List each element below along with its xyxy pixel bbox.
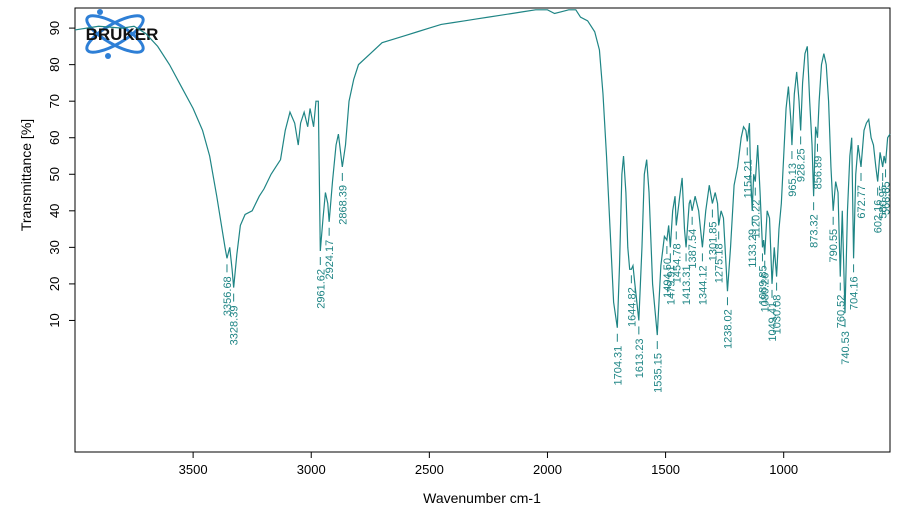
plot-frame — [74, 7, 891, 453]
peak-label: 1479.91 — [665, 265, 677, 305]
peak-label: 2924.17 — [324, 240, 336, 280]
peak-label: 1454.78 — [671, 243, 683, 283]
peak-label: 1613.23 — [634, 338, 646, 378]
logo-orbit — [85, 14, 145, 54]
y-tick-label: 80 — [47, 57, 62, 71]
peak-label: 1049.41 — [767, 302, 779, 342]
peak-label: 2868.39 — [337, 185, 349, 225]
peak-label: 790.55 — [828, 229, 840, 263]
x-tick-label: 2500 — [415, 462, 444, 477]
logo-dot — [105, 53, 111, 59]
peak-label: 1344.12 — [697, 265, 709, 305]
y-tick-label: 50 — [47, 167, 62, 181]
peak-label: 1080.26 — [760, 273, 772, 313]
peak-label: 1030.08 — [772, 295, 784, 335]
peak-label: 873.32 — [809, 214, 821, 248]
peak-label: 2961.62 — [315, 269, 327, 309]
peak-label: 704.16 — [849, 276, 861, 310]
spectrum — [74, 9, 891, 336]
x-axis-label: Wavenumber cm-1 — [423, 490, 541, 506]
logo-dot — [97, 9, 103, 15]
x-tick-label: 1000 — [769, 462, 798, 477]
peak-label: 1494.50 — [662, 258, 674, 298]
y-tick-label: 70 — [47, 94, 62, 108]
x-tick-label: 2000 — [533, 462, 562, 477]
peak-label: 1089.85 — [757, 265, 769, 305]
peak-label: 602.16 — [873, 200, 885, 234]
x-tick-label: 3000 — [297, 462, 326, 477]
peak-label: 3328.39 — [229, 306, 241, 346]
y-tick-label: 60 — [47, 130, 62, 144]
peak-label: 568.85 — [881, 181, 893, 215]
peak-label: 1644.82 — [626, 287, 638, 327]
peak-label: 856.89 — [813, 156, 825, 190]
peak-label: 740.53 — [840, 331, 852, 365]
y-tick-label: 20 — [47, 277, 62, 291]
y-tick-label: 10 — [47, 313, 62, 327]
peak-label: 928.25 — [796, 148, 808, 182]
peak-label: 1387.54 — [687, 229, 699, 269]
peak-label: 965.13 — [787, 163, 799, 197]
y-axis-label: Transmittance [%] — [18, 119, 34, 231]
peak-label: 760.52 — [835, 295, 847, 329]
peak-label: 1120.22 — [750, 200, 762, 239]
peak-label: 1301.85 — [707, 222, 719, 262]
logo-orbit — [85, 14, 145, 54]
peak-label: 1275.18 — [714, 243, 726, 283]
y-tick-label: 30 — [47, 240, 62, 254]
peak-label: 1133.29 — [747, 229, 759, 268]
peak-label: 1704.31 — [612, 346, 624, 386]
y-tick-label: 40 — [47, 204, 62, 218]
peak-label: 672.77 — [856, 185, 868, 219]
x-tick-label: 3500 — [179, 462, 208, 477]
y-tick-label: 90 — [47, 21, 62, 35]
x-tick-label: 1500 — [651, 462, 680, 477]
peak-label: 1238.02 — [722, 309, 734, 349]
peak-label: 1154.21 — [742, 159, 754, 198]
peak-label: 580.95 — [878, 185, 890, 219]
peak-label: 1535.15 — [652, 353, 664, 393]
peak-label: 3356.68 — [222, 276, 234, 316]
peak-label: 1413.31 — [681, 265, 693, 305]
